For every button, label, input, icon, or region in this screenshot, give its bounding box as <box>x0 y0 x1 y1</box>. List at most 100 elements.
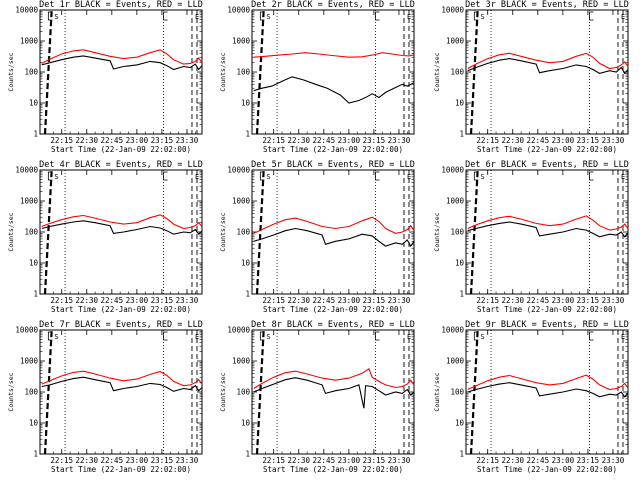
y-tick-label: 10 <box>241 99 251 108</box>
x-tick-label: 23:15 <box>577 296 600 305</box>
x-tick-label: 23:00 <box>338 296 361 305</box>
y-tick-label: 1000 <box>446 197 465 206</box>
start-bracket <box>259 11 265 21</box>
start-slanted-marker-line <box>255 9 265 135</box>
x-tick-label: 22:45 <box>527 136 550 145</box>
series-line-events <box>467 221 629 238</box>
y-tick-label: 1 <box>33 130 38 139</box>
end-bracket <box>163 331 168 341</box>
end-marker-label: E <box>195 333 199 341</box>
y-tick-label: 1 <box>33 290 38 299</box>
chart-title: Det 3r BLACK = Events, RED = LLD <box>465 0 629 10</box>
y-tick-label: 10 <box>29 419 39 428</box>
end-bracket <box>163 11 168 21</box>
end-bracket <box>589 171 594 181</box>
start-slanted-marker-line <box>43 9 53 135</box>
chart-title: Det 1r BLACK = Events, RED = LLD <box>39 0 203 10</box>
x-tick-label: 23:15 <box>151 136 174 145</box>
y-tick-label: 10000 <box>441 6 464 15</box>
x-tick-label: 22:15 <box>50 296 73 305</box>
series-line-events <box>41 55 203 71</box>
start-marker-label: S <box>54 13 58 21</box>
x-tick-label: 22:15 <box>262 296 285 305</box>
start-slanted-marker-line <box>469 9 479 135</box>
x-tick-label: 23:30 <box>388 456 411 465</box>
end-marker-label: E <box>407 173 411 181</box>
chart-panel-2: Det 2r BLACK = Events, RED = LLD 1 10 100 10… <box>219 0 415 154</box>
x-axis-label: Start Time (22-Jan-09 22:02:00) <box>263 145 403 154</box>
chart-panel-9: Det 9r BLACK = Events, RED = LLD 1 10 100 10… <box>433 320 629 474</box>
x-tick-label: 23:30 <box>602 456 625 465</box>
y-tick-label: 100 <box>236 68 250 77</box>
chart-panel-3: Det 3r BLACK = Events, RED = LLD 1 10 100 10… <box>433 0 629 154</box>
start-slanted-marker-line <box>469 329 479 455</box>
x-tick-label: 22:45 <box>527 456 550 465</box>
x-tick-label: 22:15 <box>262 136 285 145</box>
x-tick-label: 23:30 <box>176 136 199 145</box>
x-tick-label: 23:15 <box>577 456 600 465</box>
y-tick-label: 10 <box>241 419 251 428</box>
y-axis-label: Counts/sec <box>7 372 15 411</box>
start-bracket <box>47 331 53 341</box>
y-tick-label: 1 <box>33 450 38 459</box>
y-axis-label: Counts/sec <box>7 52 15 91</box>
x-axis-label: Start Time (22-Jan-09 22:02:00) <box>477 465 617 474</box>
series-line-events <box>253 377 415 409</box>
x-tick-label: 23:00 <box>552 136 575 145</box>
plot-frame <box>251 9 415 135</box>
plot-frame <box>251 329 415 455</box>
y-tick-label: 1000 <box>232 37 251 46</box>
x-tick-label: 22:30 <box>501 456 524 465</box>
y-tick-label: 10 <box>455 419 465 428</box>
series-line-lld <box>467 52 629 70</box>
start-bracket <box>259 331 265 341</box>
x-tick-label: 22:30 <box>287 136 310 145</box>
y-tick-label: 1000 <box>446 37 465 46</box>
x-tick-label: 23:30 <box>388 296 411 305</box>
series-line-lld <box>467 374 629 391</box>
y-tick-label: 10000 <box>441 326 464 335</box>
chart-title: Det 2r BLACK = Events, RED = LLD <box>251 0 415 10</box>
x-tick-label: 22:15 <box>476 136 499 145</box>
series-line-events <box>41 220 203 236</box>
chart-panel-6: Det 6r BLACK = Events, RED = LLD 1 10 100 10… <box>433 160 629 314</box>
y-tick-label: 10000 <box>15 166 38 175</box>
series-line-lld <box>41 49 203 65</box>
start-slanted-marker-line <box>255 169 265 295</box>
x-tick-label: 23:30 <box>388 136 411 145</box>
x-tick-label: 22:15 <box>476 456 499 465</box>
x-tick-label: 23:00 <box>126 136 149 145</box>
y-tick-label: 10000 <box>15 326 38 335</box>
series-line-events <box>467 58 629 75</box>
y-axis-label: Counts/sec <box>219 212 227 251</box>
y-tick-label: 1000 <box>232 357 251 366</box>
chart-title: Det 5r BLACK = Events, RED = LLD <box>251 160 415 170</box>
series-line-events <box>253 76 415 104</box>
end-bracket <box>375 171 380 181</box>
start-marker-label: S <box>480 333 484 341</box>
y-tick-label: 10 <box>241 259 251 268</box>
chart-panel-8: Det 8r BLACK = Events, RED = LLD 1 10 100 10… <box>219 320 415 474</box>
x-tick-label: 22:45 <box>313 136 336 145</box>
x-tick-label: 22:15 <box>50 136 73 145</box>
x-axis-label: Start Time (22-Jan-09 22:02:00) <box>263 305 403 314</box>
y-axis-label: Counts/sec <box>433 52 441 91</box>
y-tick-label: 100 <box>24 228 38 237</box>
y-tick-label: 100 <box>236 228 250 237</box>
x-tick-label: 23:00 <box>338 456 361 465</box>
chart-panel-7: Det 7r BLACK = Events, RED = LLD 1 10 100 10… <box>7 320 203 474</box>
series-line-lld <box>467 215 629 231</box>
y-tick-label: 10000 <box>441 166 464 175</box>
plot-frame <box>39 9 203 135</box>
y-tick-label: 1 <box>245 290 250 299</box>
y-tick-label: 1 <box>245 450 250 459</box>
series-line-lld <box>253 367 415 389</box>
x-tick-label: 23:30 <box>176 296 199 305</box>
y-tick-label: 100 <box>450 388 464 397</box>
y-tick-label: 10000 <box>227 6 250 15</box>
x-tick-label: 23:15 <box>363 136 386 145</box>
series-line-lld <box>41 214 203 230</box>
x-tick-label: 23:00 <box>126 456 149 465</box>
y-tick-label: 1000 <box>446 357 465 366</box>
x-tick-label: 23:00 <box>338 136 361 145</box>
